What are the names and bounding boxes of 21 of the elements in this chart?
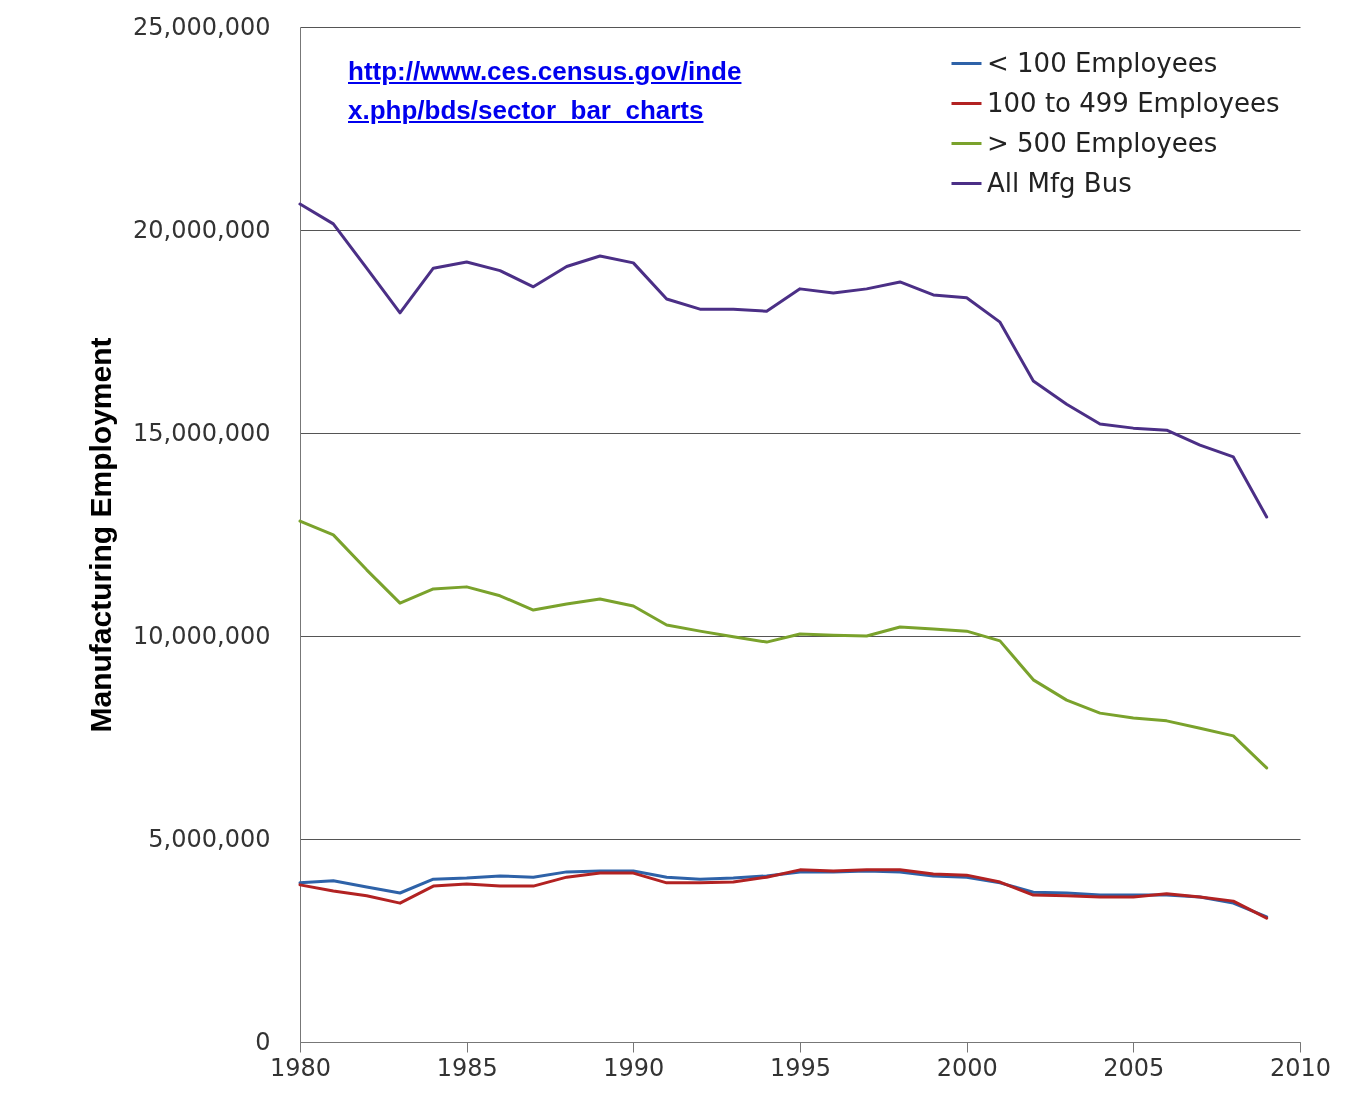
y-tick-label: 15,000,000 [133, 418, 271, 447]
legend-label: All Mfg Bus [987, 167, 1132, 198]
x-tick-label: 1985 [436, 1053, 498, 1082]
line-series [298, 202, 1269, 519]
x-tick-label: 1990 [603, 1053, 665, 1082]
y-tick-label: 5,000,000 [148, 824, 271, 853]
y-tick-label: 10,000,000 [133, 621, 271, 650]
y-tick-label: 25,000,000 [133, 12, 271, 41]
x-tick-label: 1980 [269, 1053, 332, 1082]
legend-label: 100 to 499 Employees [987, 87, 1280, 118]
legend-label: > 500 Employees [987, 127, 1218, 158]
x-tick-label: 1995 [769, 1053, 832, 1082]
line-series [298, 519, 1269, 770]
y-tick-label: 0 [255, 1027, 271, 1056]
annotation: http://www.ces.census.gov/index.php/bds/sector_bar_charts [348, 55, 743, 127]
x-tick-label: 2000 [936, 1053, 998, 1082]
x-tick-label: 2010 [1269, 1053, 1332, 1082]
y-tick-label: 20,000,000 [133, 215, 271, 244]
x-tick-label: 2005 [1103, 1053, 1165, 1082]
legend-label: < 100 Employees [987, 47, 1218, 78]
y-axis-title: Manufacturing Employment [84, 337, 118, 733]
